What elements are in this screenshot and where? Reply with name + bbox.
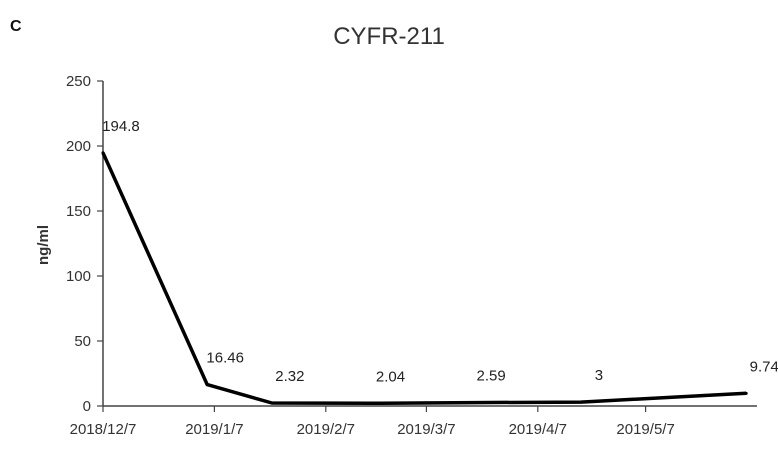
x-tick-label: 2019/3/7 — [397, 421, 455, 438]
data-label: 16.46 — [206, 350, 244, 367]
x-tick-label: 2019/4/7 — [509, 421, 567, 438]
data-point — [270, 401, 274, 405]
chart-title: CYFR-211 — [333, 23, 445, 50]
y-axis-label: ng/ml — [35, 225, 52, 265]
data-label: 2.59 — [477, 368, 506, 385]
data-point — [744, 391, 748, 395]
panel-label: C — [10, 18, 22, 35]
y-tick-label: 100 — [66, 268, 91, 285]
data-label: 2.32 — [275, 368, 304, 385]
x-tick-label: 2019/5/7 — [616, 421, 674, 438]
x-tick-label: 2018/12/7 — [70, 421, 137, 438]
data-label: 3 — [595, 367, 603, 384]
data-point — [471, 401, 475, 405]
data-point — [101, 151, 105, 155]
y-tick-label: 200 — [66, 138, 91, 155]
x-ticks: 2018/12/7 2019/1/7 2019/2/7 2019/3/7 2019/4/… — [70, 406, 675, 438]
series — [101, 151, 748, 406]
y-tick-label: 150 — [66, 203, 91, 220]
series-line — [101, 152, 747, 406]
y-tick-label: 50 — [74, 333, 91, 350]
data-point — [371, 401, 375, 405]
data-label: 9.74 — [750, 358, 778, 375]
y-tick-label: 0 — [83, 398, 91, 415]
data-point — [579, 400, 583, 404]
y-ticks: 0 50 100 150 200 250 — [66, 73, 103, 415]
data-labels: 194.8 16.46 2.32 2.04 2.59 3 9.74 — [102, 118, 778, 386]
data-label: 2.04 — [376, 368, 405, 385]
data-point — [205, 383, 209, 387]
x-tick-label: 2019/2/7 — [297, 421, 355, 438]
y-tick-label: 250 — [66, 73, 91, 90]
x-tick-label: 2019/1/7 — [185, 421, 243, 438]
axes — [102, 81, 757, 407]
data-label: 194.8 — [102, 118, 140, 135]
